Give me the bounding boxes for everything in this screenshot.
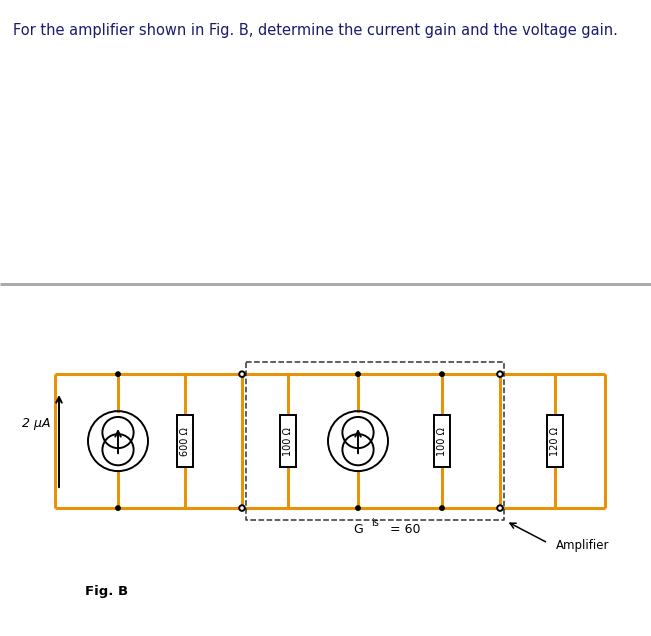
Text: For the amplifier shown in Fig. B, determine the current gain and the voltage ga: For the amplifier shown in Fig. B, deter… xyxy=(13,23,618,38)
Circle shape xyxy=(116,506,120,510)
Circle shape xyxy=(356,372,360,377)
Circle shape xyxy=(497,371,503,377)
Bar xyxy=(177,415,193,467)
Circle shape xyxy=(497,505,503,511)
Text: 100 Ω: 100 Ω xyxy=(283,427,293,455)
Circle shape xyxy=(116,372,120,377)
Circle shape xyxy=(440,372,444,377)
Text: = 60: = 60 xyxy=(386,523,421,536)
Circle shape xyxy=(440,506,444,510)
Text: 2 μA: 2 μA xyxy=(23,417,51,430)
Text: 100 Ω: 100 Ω xyxy=(437,427,447,455)
Bar xyxy=(280,415,296,467)
Bar xyxy=(547,415,563,467)
Text: 600 Ω: 600 Ω xyxy=(180,427,190,455)
Text: Amplifier: Amplifier xyxy=(556,539,609,551)
Text: 120 Ω: 120 Ω xyxy=(550,427,560,455)
Circle shape xyxy=(239,505,245,511)
Text: is: is xyxy=(371,518,379,528)
Circle shape xyxy=(239,371,245,377)
Bar xyxy=(434,415,450,467)
Text: G: G xyxy=(353,523,363,536)
Circle shape xyxy=(356,506,360,510)
Text: Fig. B: Fig. B xyxy=(85,584,128,598)
